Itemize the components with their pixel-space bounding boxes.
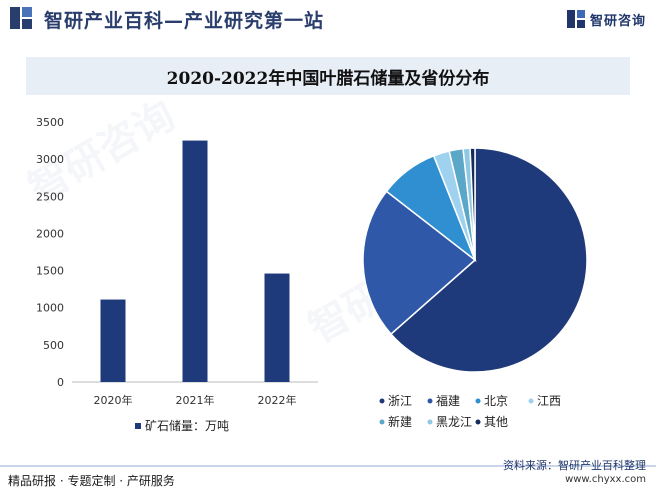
legend-marker xyxy=(379,419,385,425)
y-tick-label: 2000 xyxy=(36,227,64,240)
x-tick-label: 2022年 xyxy=(258,393,297,407)
brand-logo[interactable]: 智研咨询 xyxy=(566,8,646,30)
y-tick-label: 500 xyxy=(43,339,64,352)
footer-divider xyxy=(0,465,656,467)
legend-label: 新建 xyxy=(388,414,412,429)
legend-label: 其他 xyxy=(484,415,508,429)
site-logo-icon xyxy=(10,7,32,29)
page-header: 智研产业百科—产业研究第一站 智研咨询 xyxy=(0,0,656,40)
chart-title-bar: 2020-2022年中国叶腊石储量及省份分布 xyxy=(26,57,630,95)
pie-slice xyxy=(389,147,588,373)
y-tick-label: 1500 xyxy=(36,265,64,278)
data-source: 资料来源：智研产业百科整理 xyxy=(503,459,646,472)
y-tick-label: 3000 xyxy=(36,153,64,166)
legend-label: 矿石储量：万吨 xyxy=(145,418,229,433)
legend-marker xyxy=(427,419,433,425)
pie-slice xyxy=(362,190,477,336)
page-footer: 精品研报 · 专题定制 · 产研服务 资料来源：智研产业百科整理 www.chy… xyxy=(0,459,656,492)
legend-label: 北京 xyxy=(484,394,508,408)
legend-marker xyxy=(379,398,385,404)
brand-icon xyxy=(566,10,585,28)
pie-slice xyxy=(469,147,476,261)
y-tick-label: 2500 xyxy=(36,190,64,203)
chart-title: 2020-2022年中国叶腊石储量及省份分布 xyxy=(166,68,490,89)
bar xyxy=(100,299,126,382)
legend-swatch xyxy=(135,423,141,429)
site-title: 智研产业百科—产业研究第一站 xyxy=(44,10,325,32)
brand-name: 智研咨询 xyxy=(589,13,646,29)
legend-label: 福建 xyxy=(436,393,460,408)
legend-label: 浙江 xyxy=(388,394,412,408)
legend-label: 黑龙江 xyxy=(436,415,472,429)
x-tick-label: 2021年 xyxy=(176,393,215,407)
legend-marker xyxy=(475,398,481,404)
site-url[interactable]: www.chyxx.com xyxy=(565,474,646,485)
legend-marker xyxy=(427,398,433,404)
bar xyxy=(264,273,290,382)
y-tick-label: 1000 xyxy=(36,302,64,315)
x-tick-label: 2020年 xyxy=(94,393,133,407)
bar xyxy=(182,140,208,382)
footer-tagline: 精品研报 · 专题定制 · 产研服务 xyxy=(8,474,175,488)
y-tick-label: 0 xyxy=(57,376,64,389)
legend-marker xyxy=(475,419,481,425)
legend-label: 江西 xyxy=(537,394,561,408)
legend-marker xyxy=(528,398,534,404)
y-tick-label: 3500 xyxy=(36,116,64,129)
